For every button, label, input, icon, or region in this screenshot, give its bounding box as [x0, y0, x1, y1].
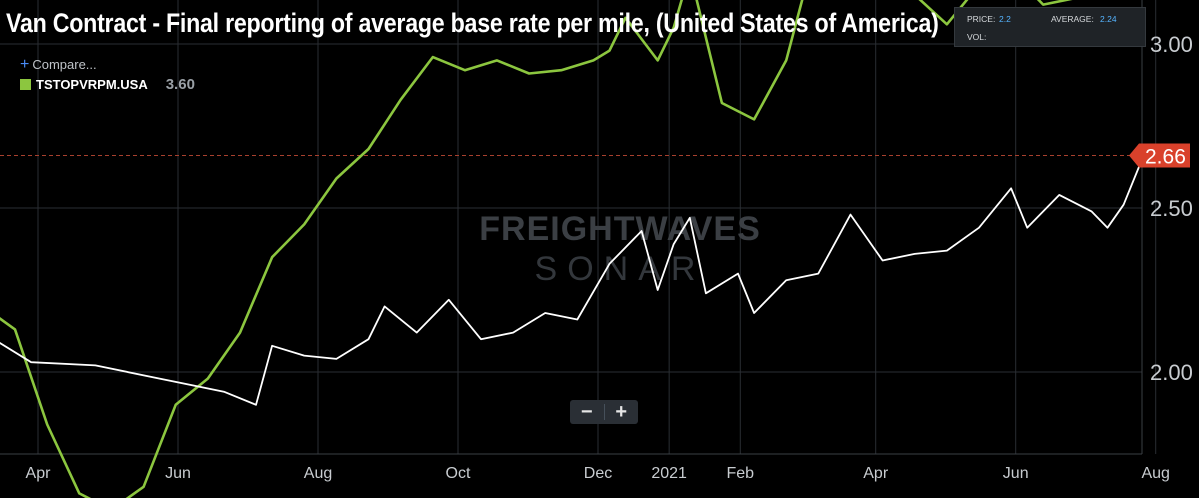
x-tick-label: Aug	[304, 465, 332, 482]
compare-label: Compare...	[32, 57, 97, 72]
reference-badge-label: 2.66	[1145, 146, 1186, 169]
zoom-out-button[interactable]: −	[570, 400, 604, 424]
price-label: PRICE:	[967, 14, 996, 24]
y-tick-label: 2.00	[1150, 360, 1193, 385]
watermark-line2: SONAR	[535, 250, 706, 288]
x-tick-label: Oct	[446, 465, 471, 482]
x-tick-label: Aug	[1141, 465, 1169, 482]
zoom-in-button[interactable]: +	[605, 400, 639, 424]
plus-icon: +	[20, 56, 30, 73]
compare-button[interactable]: + Compare...	[20, 56, 97, 74]
watermark-line1: FREIGHTWAVES	[479, 210, 761, 248]
zoom-controls: − +	[570, 400, 638, 424]
y-tick-label: 2.50	[1150, 196, 1193, 221]
series-line-secondary	[0, 148, 1164, 406]
reference-badge-shape	[1129, 143, 1190, 168]
x-tick-label: Jun	[165, 465, 191, 482]
series-line-primary	[0, 0, 1073, 498]
average-label: AVERAGE:	[1051, 14, 1094, 24]
price-value: 2.2	[999, 14, 1011, 24]
x-tick-label: Apr	[863, 465, 889, 482]
average-value: 2.24	[1100, 14, 1117, 24]
x-tick-label: Apr	[26, 465, 52, 482]
legend-entry[interactable]: TSTOPVRPM.USA 3.60	[20, 76, 195, 93]
x-tick-label: Dec	[584, 465, 612, 482]
chart-title: Van Contract - Final reporting of averag…	[6, 8, 939, 38]
x-tick-label: 2021	[651, 465, 687, 482]
legend-value: 3.60	[165, 76, 195, 93]
zoom-divider	[603, 404, 605, 420]
x-tick-label: Jun	[1003, 465, 1029, 482]
y-tick-label: 3.00	[1150, 32, 1193, 57]
vol-label: VOL:	[967, 32, 987, 42]
legend-symbol: TSTOPVRPM.USA	[36, 77, 148, 92]
legend-swatch	[20, 79, 31, 90]
x-tick-label: Feb	[727, 465, 755, 482]
crosshair-info-box: PRICE: 2.2 AVERAGE: 2.24 VOL:	[954, 7, 1146, 47]
